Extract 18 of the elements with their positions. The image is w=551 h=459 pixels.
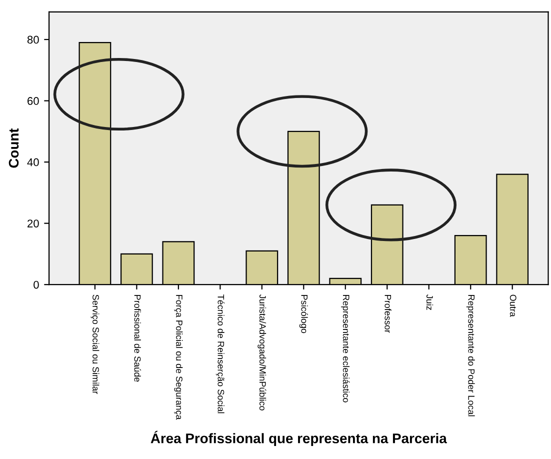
y-tick-label: 20: [28, 220, 39, 228]
x-tick-label: Técnico de Reinserção Social: [216, 294, 224, 414]
y-tick-label: 80: [27, 36, 39, 44]
x-tick-label: Profissional de Saúde: [134, 295, 142, 382]
x-tick-label: Representante eclesiástico: [341, 295, 350, 402]
y-tick-label: 0: [34, 280, 39, 289]
y-tick-label: 60: [28, 97, 39, 105]
x-tick-label: Jurista/Advogado/MinPúblico: [258, 294, 266, 410]
x-axis-title: Área Profissional que representa na Parceria: [150, 430, 447, 446]
y-tick-label: 40: [27, 158, 39, 166]
y-axis-title: Count: [8, 128, 19, 168]
x-tick-label: Outra: [510, 294, 516, 317]
x-tick-label: Juiz: [426, 294, 434, 310]
x-tick-label: Serviço Social ou Similar: [90, 294, 100, 394]
x-tick-label: Psicólogo: [299, 295, 308, 334]
x-tick-label: Força Policial ou de Segurança: [174, 295, 183, 420]
x-tick-label: Representante do Poder Local: [466, 295, 475, 416]
x-tick-label: Professor: [384, 295, 392, 333]
